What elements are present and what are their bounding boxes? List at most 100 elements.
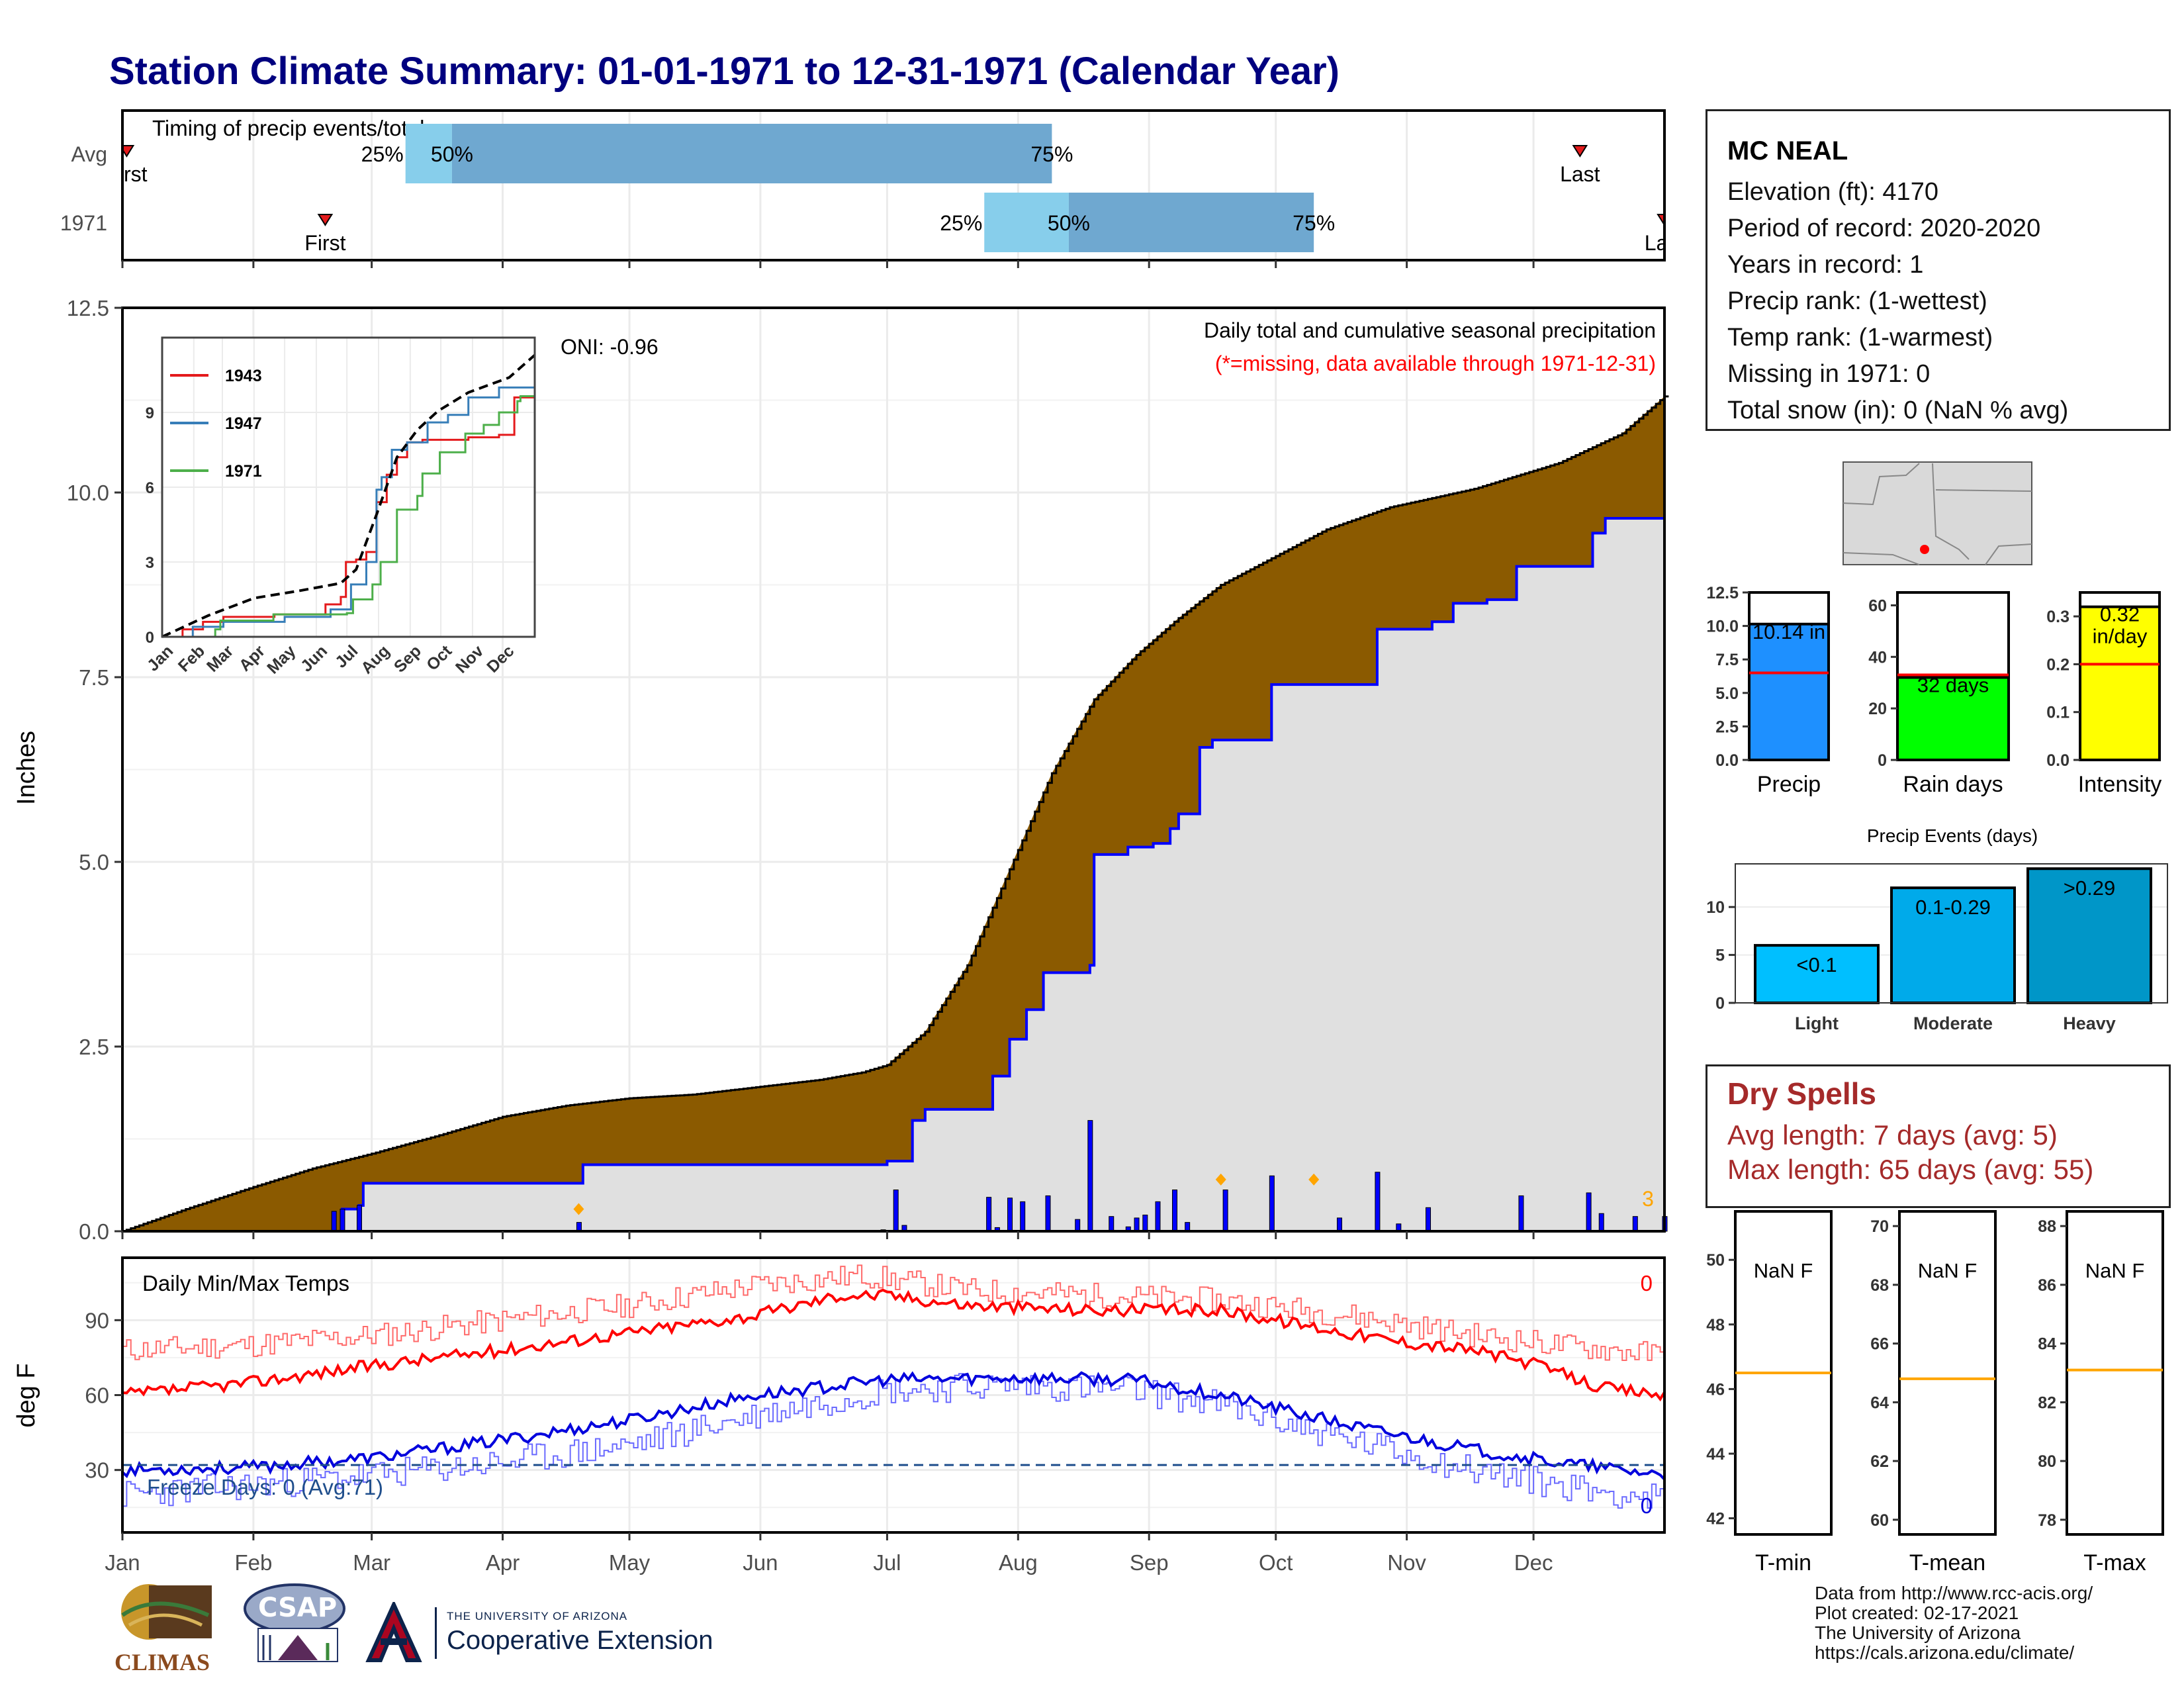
- dry-spells-panel: Dry Spells Avg length: 7 days (avg: 5) M…: [1706, 1064, 2171, 1208]
- events-title: Precip Events (days): [1867, 825, 2038, 846]
- temp-y-tick-label: 90: [85, 1308, 109, 1333]
- timing-first-label: First: [304, 231, 345, 255]
- temp-summary-y-tick-label: 82: [2038, 1393, 2056, 1412]
- temp-summary-category-label: T-mean: [1909, 1550, 1985, 1575]
- daily-precip-bar: [340, 1209, 345, 1232]
- timing-title: Timing of precip events/totals: [152, 116, 435, 140]
- month-axis-label: Apr: [486, 1550, 520, 1575]
- temp-summary-y-tick-label: 46: [1706, 1380, 1725, 1399]
- temp-summary-y-tick-label: 64: [1870, 1393, 1889, 1412]
- daily-precip-bar: [1155, 1201, 1161, 1232]
- csap-logo-graphic: [244, 1583, 345, 1662]
- timing-bar-25-50: [984, 193, 1069, 252]
- daily-precip-bar: [1518, 1195, 1524, 1232]
- events-frame: [1735, 863, 2168, 1004]
- university-a-logo-graphic: [365, 1599, 422, 1662]
- main-y-tick-label: 5.0: [79, 850, 109, 874]
- month-axis-label: Sep: [1130, 1550, 1169, 1575]
- daily-precip-bar: [986, 1197, 992, 1232]
- missing-count-label: 3: [1642, 1187, 1654, 1211]
- timing-chart: Timing of precip events/totals Avg 25% 50% 7…: [0, 107, 1706, 268]
- csap-logo-text: CSAP: [258, 1593, 338, 1623]
- inset-series-line-1971: [162, 384, 536, 638]
- main-y-tick-label: 7.5: [79, 665, 109, 690]
- month-axis-label: Oct: [1259, 1550, 1293, 1575]
- timing-row-label: Avg: [71, 142, 107, 166]
- month-axis-label: May: [609, 1550, 651, 1575]
- avg-min-temp-line: [121, 1371, 1666, 1481]
- freeze-days-label: Freeze Days: 0 (Avg:71): [147, 1475, 383, 1499]
- missing-data-marker: [1308, 1173, 1320, 1186]
- temp-y-tick-label: 30: [85, 1458, 109, 1483]
- temp-summary-y-tick-label: 42: [1706, 1510, 1725, 1528]
- temperature-summary-bars: NaN F 42 44 46 48 50 T-min NaN F 60 62 64 66 68 70 T-m…: [1706, 1210, 2164, 1575]
- daily-precip-bar: [1109, 1216, 1115, 1232]
- station-info-panel: MC NEAL Elevation (ft): 4170 Period of r…: [1706, 109, 2171, 431]
- temp-summary-value-label: NaN F: [1918, 1259, 1978, 1282]
- month-axis-label: Jan: [105, 1550, 140, 1575]
- inset-legend-label: 1971: [225, 462, 262, 481]
- temp-summary-value-label: NaN F: [1754, 1259, 1813, 1282]
- station-temp-rank: Temp rank: (1-warmest): [1727, 324, 1993, 352]
- temp-summary-y-tick-label: 80: [2038, 1452, 2056, 1471]
- summary-category-label: Rain days: [1903, 772, 2003, 797]
- main-y-axis-label: Inches: [13, 731, 40, 805]
- month-axis-label: Nov: [1387, 1550, 1426, 1575]
- timing-last-marker: [1572, 145, 1588, 158]
- inset-y-tick-label: 3: [146, 554, 154, 572]
- timing-pct-label: 25%: [361, 142, 404, 166]
- university-logo-divider: [435, 1607, 437, 1659]
- daily-precip-bar: [1172, 1190, 1178, 1232]
- data-credits: Data from http://www.rcc-acis.org/ Plot …: [1815, 1583, 2093, 1663]
- events-y-tick-label: 5: [1715, 947, 1725, 965]
- credit-url: https://cals.arizona.edu/climate/: [1815, 1642, 2075, 1663]
- daily-precip-bar: [1045, 1195, 1051, 1232]
- events-bar-label: <0.1: [1796, 953, 1837, 976]
- inset-y-tick-label: 0: [146, 629, 154, 647]
- summary-y-tick-label: 20: [1868, 700, 1887, 718]
- daily-precip-bar: [1075, 1219, 1081, 1232]
- daily-precip-bar: [331, 1211, 337, 1232]
- month-axis-label: Feb: [234, 1550, 272, 1575]
- climas-logo-text: CLIMAS: [114, 1649, 210, 1675]
- temp-summary-frame: [2066, 1210, 2164, 1536]
- temp-summary-y-tick-label: 84: [2038, 1335, 2056, 1354]
- summary-y-tick-label: 12.5: [1706, 584, 1739, 602]
- summary-y-tick-label: 0: [1878, 751, 1887, 770]
- timing-bar-50-75: [451, 124, 1052, 183]
- daily-precip-bar: [1426, 1207, 1432, 1232]
- temp-summary-y-tick-label: 88: [2038, 1217, 2056, 1236]
- main-y-tick-label: 12.5: [67, 296, 109, 320]
- max-temp-count-label: 0: [1641, 1271, 1653, 1295]
- daily-precip-bar: [893, 1190, 899, 1232]
- summary-y-tick-label: 40: [1868, 648, 1887, 667]
- timing-pct-label: 50%: [431, 142, 473, 166]
- summary-category-label: Precip: [1757, 772, 1821, 797]
- station-total-snow: Total snow (in): 0 (NaN % avg): [1727, 397, 2069, 424]
- inset-series-line-1943: [162, 387, 536, 638]
- summary-category-label: Intensity: [2078, 772, 2162, 797]
- timing-right-mask: [1666, 107, 1706, 263]
- daily-precip-bar: [1134, 1217, 1140, 1232]
- temp-summary-category-label: T-min: [1755, 1550, 1811, 1575]
- main-y-tick-label: 2.5: [79, 1035, 109, 1059]
- summary-bar-value: [1896, 676, 2010, 762]
- timing-pct-label: 25%: [940, 211, 982, 235]
- events-bar-label: 0.1-0.29: [1915, 896, 1991, 919]
- daily-precip-bar: [1087, 1120, 1093, 1232]
- summary-y-tick-label: 60: [1868, 596, 1887, 615]
- summary-y-tick-label: 0.0: [2046, 751, 2070, 770]
- daily-precip-bar: [1020, 1201, 1026, 1232]
- observed-min-temp-line: [122, 1373, 1665, 1509]
- summary-bar-value-label: 32 days: [1917, 673, 1989, 696]
- university-arizona-logo: THE UNIVERSITY OF ARIZONA Cooperative Ex…: [361, 1599, 745, 1668]
- avg-max-temp-line: [122, 1288, 1666, 1402]
- inset-frame: [161, 336, 536, 638]
- inset-avg-line: [161, 353, 536, 638]
- events-bar: [1754, 944, 1880, 1004]
- events-category-label: Heavy: [2063, 1013, 2116, 1033]
- cooperative-extension-text: Cooperative Extension: [447, 1626, 713, 1655]
- daily-precip-bar: [576, 1222, 582, 1232]
- month-axis-label: Mar: [353, 1550, 390, 1575]
- temp-summary-value-label: NaN F: [2085, 1259, 2145, 1282]
